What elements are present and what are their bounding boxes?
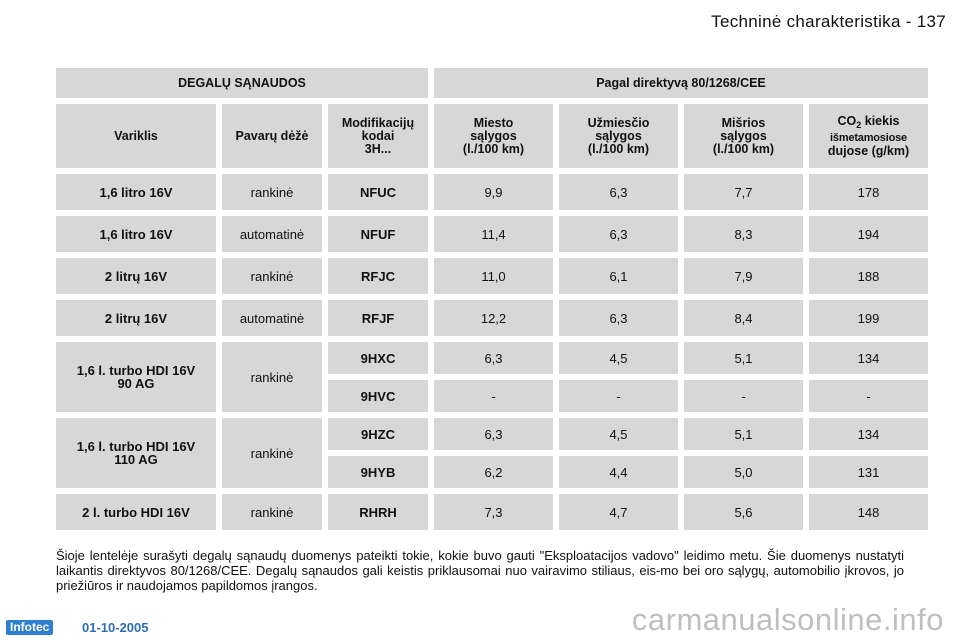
cell-extra-urban: 4,7 <box>559 494 678 530</box>
cell-mixed: 8,3 <box>684 216 803 252</box>
cell-code: 9HXC <box>328 342 428 374</box>
cell-city: 11,4 <box>434 216 553 252</box>
cell-mixed: 8,4 <box>684 300 803 336</box>
cell-code: NFUC <box>328 174 428 210</box>
cell-code: RHRH <box>328 494 428 530</box>
footnote-paragraph: Šioje lentelėje surašyti degalų sąnaudų … <box>56 548 904 593</box>
cell-city: - <box>434 380 553 412</box>
cell-gearbox: automatinė <box>222 300 322 336</box>
co2-text-suffix: kiekis <box>861 113 900 128</box>
table-group-header-right: Pagal direktyvą 80/1268/CEE <box>434 68 928 98</box>
cell-gearbox: automatinė <box>222 216 322 252</box>
cell-engine: 2 litrų 16V <box>56 258 216 294</box>
cell-co2: 178 <box>809 174 928 210</box>
cell-extra-urban: - <box>559 380 678 412</box>
header-line: sąlygos <box>470 128 517 143</box>
cell-gearbox: rankinė <box>222 418 322 488</box>
fuel-consumption-table: DEGALŲ SĄNAUDOS Pagal direktyvą 80/1268/… <box>56 68 928 530</box>
page-title: Techninė charakteristika - 137 <box>711 12 946 31</box>
header-line: sąlygos <box>595 128 642 143</box>
engine-line: 110 AG <box>114 452 158 467</box>
header-line: Miesto <box>473 115 514 130</box>
cell-engine: 2 l. turbo HDI 16V <box>56 494 216 530</box>
table-group-header-left: DEGALŲ SĄNAUDOS <box>56 68 428 98</box>
cell-co2: - <box>809 380 928 412</box>
cell-mixed: 5,1 <box>684 342 803 374</box>
cell-extra-urban: 6,3 <box>559 174 678 210</box>
cell-code: 9HVC <box>328 380 428 412</box>
cell-city: 12,2 <box>434 300 553 336</box>
cell-city: 7,3 <box>434 494 553 530</box>
column-header-extra-urban: Užmiesčio sąlygos (l./100 km) <box>559 104 678 168</box>
cell-city: 6,3 <box>434 342 553 374</box>
header-line: Modifikacijų <box>341 115 415 130</box>
cell-gearbox: rankinė <box>222 342 322 412</box>
cell-co2: 194 <box>809 216 928 252</box>
column-header-city: Miesto sąlygos (l./100 km) <box>434 104 553 168</box>
header-line: dujose (g/km) <box>827 143 910 158</box>
cell-city: 9,9 <box>434 174 553 210</box>
cell-code: RFJF <box>328 300 428 336</box>
header-line: (l./100 km) <box>712 141 775 156</box>
cell-extra-urban: 6,3 <box>559 216 678 252</box>
cell-city: 6,2 <box>434 456 553 488</box>
cell-mixed: 5,6 <box>684 494 803 530</box>
cell-extra-urban: 6,3 <box>559 300 678 336</box>
cell-mixed: 7,7 <box>684 174 803 210</box>
cell-extra-urban: 4,4 <box>559 456 678 488</box>
header-line: Mišrios <box>721 115 766 130</box>
cell-engine: 1,6 litro 16V <box>56 216 216 252</box>
cell-extra-urban: 4,5 <box>559 418 678 450</box>
column-header-co2: CO2 kiekis išmetamosiose dujose (g/km) <box>809 104 928 168</box>
header-line: sąlygos <box>720 128 767 143</box>
header-line: (l./100 km) <box>462 141 525 156</box>
cell-mixed: 5,0 <box>684 456 803 488</box>
cell-city: 11,0 <box>434 258 553 294</box>
header-line: 3H... <box>364 141 392 156</box>
cell-extra-urban: 6,1 <box>559 258 678 294</box>
cell-code: 9HYB <box>328 456 428 488</box>
footer-date: 01-10-2005 <box>82 620 149 635</box>
cell-engine: 2 litrų 16V <box>56 300 216 336</box>
cell-gearbox: rankinė <box>222 258 322 294</box>
cell-co2: 134 <box>809 342 928 374</box>
cell-mixed: - <box>684 380 803 412</box>
cell-co2: 134 <box>809 418 928 450</box>
cell-code: 9HZC <box>328 418 428 450</box>
header-line: išmetamosiose <box>830 131 907 144</box>
co2-subscript: 2 <box>856 119 862 130</box>
cell-extra-urban: 4,5 <box>559 342 678 374</box>
engine-line: 1,6 l. turbo HDI 16V <box>76 439 196 454</box>
header-line: CO2 kiekis <box>837 113 900 132</box>
watermark: carmanualsonline.info <box>631 602 944 637</box>
header-line: Užmiesčio <box>587 115 650 130</box>
engine-line: 90 AG <box>117 376 155 391</box>
cell-code: RFJC <box>328 258 428 294</box>
header-line: (l./100 km) <box>587 141 650 156</box>
cell-mixed: 5,1 <box>684 418 803 450</box>
column-header-modification: Modifikacijų kodai 3H... <box>328 104 428 168</box>
cell-code: NFUF <box>328 216 428 252</box>
cell-engine: 1,6 litro 16V <box>56 174 216 210</box>
cell-gearbox: rankinė <box>222 494 322 530</box>
cell-co2: 199 <box>809 300 928 336</box>
cell-mixed: 7,9 <box>684 258 803 294</box>
column-header-gearbox: Pavarų dėžė <box>222 104 322 168</box>
cell-co2: 148 <box>809 494 928 530</box>
column-header-engine: Variklis <box>56 104 216 168</box>
cell-co2: 131 <box>809 456 928 488</box>
co2-text: CO <box>837 113 857 128</box>
cell-engine: 1,6 l. turbo HDI 16V 90 AG <box>56 342 216 412</box>
header-line: kodai <box>361 128 395 143</box>
cell-gearbox: rankinė <box>222 174 322 210</box>
infotec-logo: Infotec <box>6 620 54 635</box>
cell-engine: 1,6 l. turbo HDI 16V 110 AG <box>56 418 216 488</box>
cell-city: 6,3 <box>434 418 553 450</box>
engine-line: 1,6 l. turbo HDI 16V <box>76 363 196 378</box>
column-header-mixed: Mišrios sąlygos (l./100 km) <box>684 104 803 168</box>
cell-co2: 188 <box>809 258 928 294</box>
